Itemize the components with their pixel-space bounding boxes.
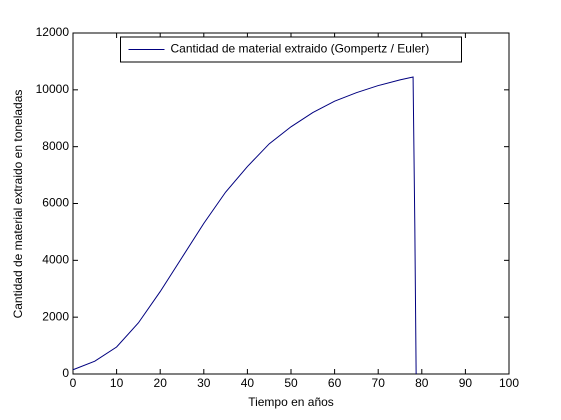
x-tick-label: 50 (284, 376, 298, 390)
y-tick-label: 12000 (36, 25, 70, 39)
x-tick-label: 80 (415, 376, 429, 390)
data-line (72, 76, 417, 375)
x-tick-label: 40 (241, 376, 255, 390)
y-tick-label: 10000 (36, 82, 70, 96)
y-axis-label: Cantidad de material extraido en tonelad… (11, 90, 25, 319)
x-tick-label: 70 (372, 376, 386, 390)
plot-area (72, 32, 510, 375)
x-tick-label: 10 (110, 376, 124, 390)
x-tick-label: 60 (328, 376, 342, 390)
y-tick-label: 8000 (42, 139, 69, 153)
legend-box (120, 36, 462, 63)
x-tick-label: 90 (459, 376, 473, 390)
y-tick-label: 2000 (42, 309, 69, 323)
x-tick-label: 20 (154, 376, 168, 390)
y-tick-label: 0 (62, 366, 69, 380)
x-tick-label: 100 (499, 376, 519, 390)
x-axis-label: Tiempo en años (248, 395, 334, 409)
y-tick-label: 4000 (42, 253, 69, 267)
legend-label: Cantidad de material extraido (Gompertz … (171, 42, 430, 56)
x-tick-label: 30 (197, 376, 211, 390)
x-tick-label: 0 (70, 376, 77, 390)
y-tick-label: 6000 (42, 196, 69, 210)
